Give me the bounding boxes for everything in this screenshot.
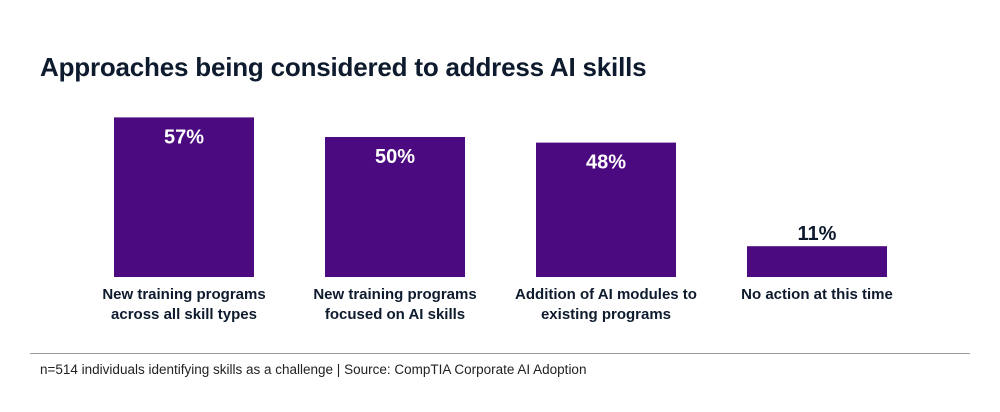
- bars-group: [114, 117, 887, 278]
- bar-3: [536, 142, 676, 277]
- footer-divider: [30, 353, 970, 354]
- category-label-2-line-1: New training programs: [313, 286, 476, 303]
- category-labels-group: New training programs across all skill ty…: [102, 286, 893, 323]
- value-label-2: 50%: [375, 146, 415, 168]
- bar-2: [325, 137, 465, 277]
- bar-4: [747, 246, 887, 277]
- value-label-1: 57%: [164, 126, 204, 148]
- value-labels-group: 57% 50% 48% 11%: [164, 126, 837, 245]
- bar-1: [114, 117, 254, 278]
- value-label-3: 48%: [586, 152, 626, 174]
- category-label-3-line-2: existing programs: [541, 306, 671, 323]
- category-label-1-line-2: across all skill types: [111, 306, 257, 323]
- value-label-4: 11%: [798, 223, 837, 245]
- footnote: n=514 individuals identifying skills as …: [40, 362, 587, 377]
- category-label-1-line-1: New training programs: [102, 286, 265, 303]
- chart-title: Approaches being considered to address A…: [40, 52, 647, 82]
- category-label-2-line-2: focused on AI skills: [325, 306, 465, 323]
- category-label-3-line-1: Addition of AI modules to: [515, 286, 697, 303]
- category-label-4-line-1: No action at this time: [741, 286, 893, 303]
